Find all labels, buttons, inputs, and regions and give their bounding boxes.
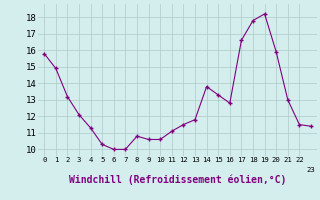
X-axis label: Windchill (Refroidissement éolien,°C): Windchill (Refroidissement éolien,°C) — [69, 174, 286, 185]
Text: 23: 23 — [307, 167, 316, 173]
